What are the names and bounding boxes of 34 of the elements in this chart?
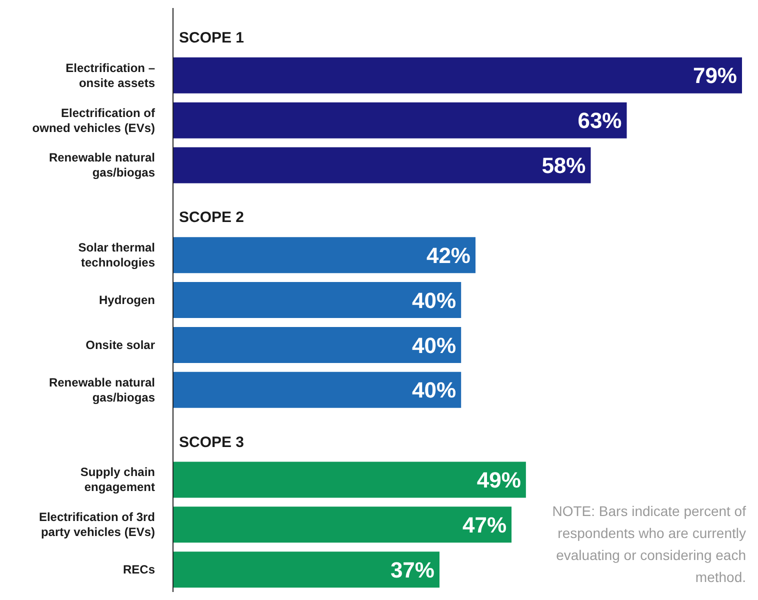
data-label: 40% — [412, 332, 456, 358]
y-tick-label: RECs — [122, 562, 156, 577]
bar — [173, 237, 476, 274]
data-label: 47% — [462, 512, 507, 538]
y-tick-label: Supply chain engagement — [80, 465, 155, 494]
y-tick-label: Hydrogen — [98, 293, 155, 307]
y-tick-label: Renewable natural gas/biogas — [48, 150, 156, 180]
bar — [173, 147, 591, 184]
y-tick-label: Onsite solar — [86, 338, 156, 352]
data-label: 42% — [426, 242, 471, 268]
y-tick-label: Electrification – onsite assets — [66, 60, 156, 90]
data-label: 40% — [412, 288, 456, 313]
y-tick-label: Electrification of 3rd party vehicles (EVs) — [38, 510, 155, 540]
annotation: NOTE: Bars indicate percent of respondents who are currently evaluating or considering each method. — [551, 502, 746, 587]
y-tick-label: Renewable natural gas/biogas — [48, 375, 156, 404]
data-label: 79% — [692, 63, 737, 88]
data-label: 49% — [476, 468, 521, 493]
bar — [173, 462, 526, 498]
y-tick-label: Electrification of owned vehicles (EVs) — [32, 106, 156, 135]
annotation: SCOPE 1 — [179, 29, 244, 46]
data-label: 63% — [578, 108, 622, 134]
bar — [173, 326, 462, 363]
annotation: SCOPE 3 — [179, 434, 244, 451]
bar — [173, 552, 440, 588]
data-label: 58% — [542, 153, 586, 178]
bar — [173, 57, 742, 94]
bar — [173, 506, 512, 543]
data-label: 37% — [390, 557, 434, 582]
bar — [173, 372, 462, 408]
bar — [173, 282, 462, 318]
data-label: 40% — [412, 378, 456, 403]
y-tick-label: Solar thermal technologies — [78, 240, 156, 270]
annotation: SCOPE 2 — [179, 209, 244, 226]
bar — [173, 102, 627, 138]
